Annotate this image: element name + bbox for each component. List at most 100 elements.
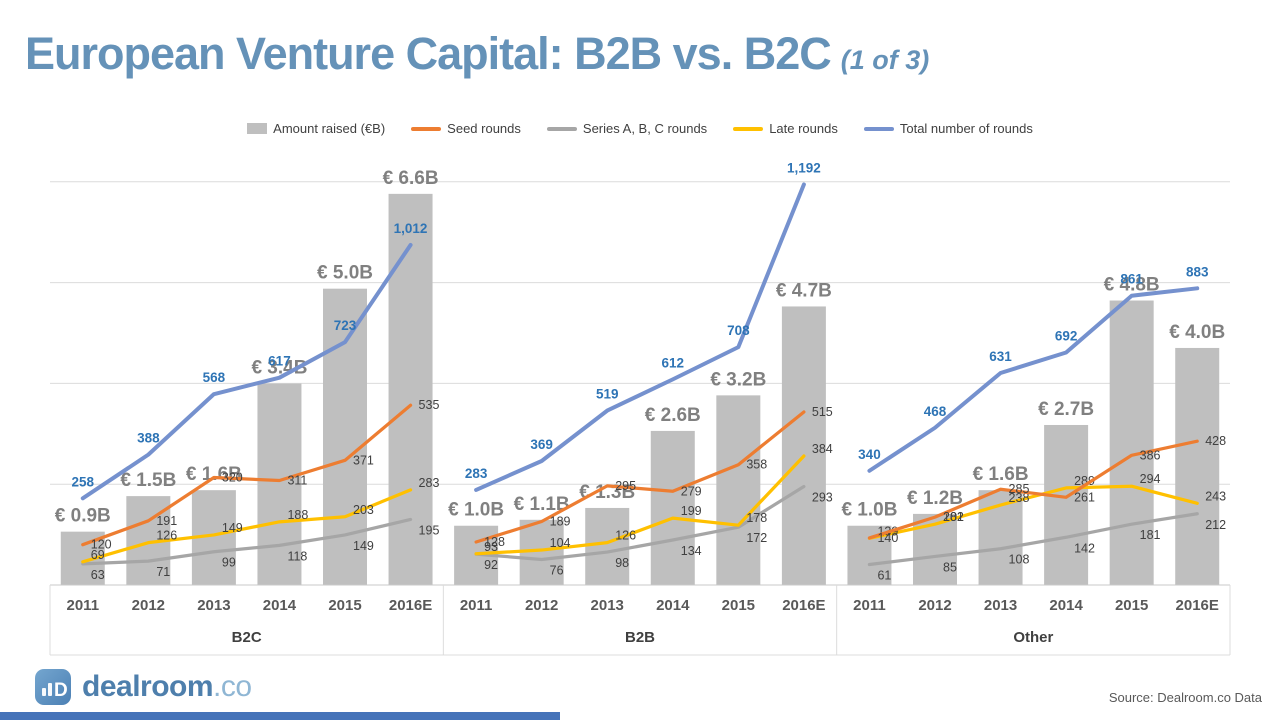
total-rounds-line: [80, 242, 413, 501]
late-rounds-value: 283: [419, 476, 440, 490]
legend-label: Late rounds: [769, 121, 838, 136]
total-rounds-line: [474, 182, 806, 492]
amount-raised-label: € 1.6B: [973, 464, 1029, 485]
group-label: B2B: [625, 629, 655, 646]
chart-legend: Amount raised (€B) Seed rounds Series A,…: [0, 121, 1280, 136]
seed-rounds-value: 386: [1140, 448, 1161, 462]
late-rounds-value: 69: [91, 548, 105, 562]
amount-raised-label: € 4.0B: [1169, 322, 1225, 343]
series-abc-value: 195: [419, 523, 440, 537]
legend-label: Seed rounds: [447, 121, 521, 136]
amount-raised-label: € 6.6B: [383, 168, 439, 189]
year-label: 2013: [197, 597, 230, 614]
amount-raised-label: € 1.0B: [448, 500, 504, 521]
late-rounds-value: 294: [1140, 472, 1161, 486]
series-abc-value: 212: [1205, 518, 1226, 532]
late-rounds-value: 126: [156, 529, 177, 543]
amount-raised-bar: [1109, 300, 1154, 585]
late-rounds-swatch: [733, 126, 764, 131]
total-rounds-value: 519: [596, 387, 619, 402]
svg-text:D: D: [54, 680, 68, 701]
year-label: 2014: [263, 597, 297, 614]
legend-label: Series A, B, C rounds: [582, 121, 708, 136]
seed-rounds-value: 358: [746, 458, 767, 472]
late-rounds-line: [81, 488, 413, 564]
late-rounds-value: 238: [1009, 491, 1030, 505]
amount-raised-label: € 5.0B: [317, 263, 373, 284]
amount-raised-label: € 4.7B: [776, 280, 832, 301]
late-rounds-value: 126: [615, 529, 636, 543]
year-label: 2012: [918, 597, 951, 614]
late-rounds-line: [474, 454, 806, 556]
seed-rounds-value: 371: [353, 453, 374, 467]
series-abc-line: [867, 512, 1199, 567]
amount-raised-label: € 1.1B: [514, 494, 570, 515]
vc-rounds-chart: € 0.9B € 1.5B € 1.6B € 3.4B € 5.0B € 6.6B € 1.…: [49, 160, 1231, 656]
series-abc-value: 92: [484, 558, 498, 572]
series-abc-value: 98: [615, 556, 629, 570]
legend-item-total-rounds: Total number of rounds: [863, 121, 1033, 136]
amount-raised-swatch: [247, 123, 268, 134]
legend-label: Amount raised (€B): [273, 121, 386, 136]
series-abc-value: 118: [287, 549, 307, 563]
amount-raised-label: € 4.8B: [1104, 275, 1160, 296]
amount-raised-label: € 3.4B: [251, 358, 307, 379]
legend-item-series-abc-rounds: Series A, B, C rounds: [546, 121, 708, 136]
year-label: 2011: [853, 597, 886, 614]
series-abc-line: [81, 517, 413, 566]
source-attribution: Source: Dealroom.co Data: [1108, 690, 1262, 705]
seed-rounds-value: 202: [943, 510, 964, 524]
year-label: 2011: [67, 597, 100, 614]
amount-raised-bar: [716, 395, 761, 585]
seed-rounds-value: 128: [484, 535, 505, 549]
series-abc-value: 108: [1009, 553, 1030, 567]
seed-rounds-value: 191: [156, 514, 177, 528]
series-abc-value: 76: [550, 563, 564, 577]
seed-rounds-value: 279: [681, 484, 702, 498]
seed-rounds-line: [867, 439, 1199, 540]
total-rounds-line: [867, 286, 1200, 473]
amount-raised-bar: [781, 306, 826, 585]
late-rounds-value: 104: [550, 536, 571, 550]
year-label: 2014: [1049, 597, 1083, 614]
total-rounds-value: 258: [72, 474, 95, 489]
seed-rounds-swatch: [411, 126, 442, 131]
total-rounds-value: 861: [1120, 272, 1143, 287]
year-label: 2012: [132, 597, 165, 614]
group-label: B2C: [232, 629, 262, 646]
legend-label: Total number of rounds: [899, 121, 1033, 136]
amount-raised-label: € 0.9B: [55, 506, 111, 527]
seed-rounds-value: 515: [812, 405, 833, 419]
amount-raised-bar: [1044, 424, 1089, 585]
late-rounds-value: 181: [943, 510, 964, 524]
seed-rounds-line: [81, 403, 413, 547]
dealroom-logo: D dealroom.co: [34, 668, 252, 706]
year-label: 2016E: [389, 597, 432, 614]
seed-rounds-value: 295: [615, 479, 636, 493]
title-text: European Venture Capital: B2B vs. B2C: [25, 28, 832, 79]
legend-item-amount-raised: Amount raised (€B): [247, 121, 385, 136]
amount-raised-bar: [257, 383, 302, 585]
year-label: 2016E: [1176, 597, 1219, 614]
series-abc-value: 61: [877, 569, 891, 583]
seed-rounds-value: 535: [419, 398, 440, 412]
total-rounds-value: 883: [1186, 264, 1209, 279]
amount-raised-label: € 1.2B: [907, 488, 963, 509]
total-rounds-value: 468: [924, 404, 947, 419]
total-rounds-value: 723: [334, 318, 357, 333]
amount-raised-label: € 2.6B: [645, 405, 701, 426]
logo-wordmark-suffix: .co: [213, 670, 252, 703]
amount-raised-label: € 1.5B: [120, 470, 176, 491]
series-abc-line: [474, 484, 806, 562]
total-rounds-swatch: [863, 126, 894, 131]
seed-rounds-value: 285: [1009, 482, 1030, 496]
series-abc-value: 134: [681, 544, 702, 558]
series-abc-value: 149: [353, 539, 374, 553]
title-suffix: (1 of 3): [840, 45, 930, 75]
page-title: European Venture Capital: B2B vs. B2C (1 …: [25, 28, 929, 80]
year-label: 2015: [722, 597, 755, 614]
late-rounds-value: 149: [222, 521, 243, 535]
seed-rounds-value: 140: [877, 531, 898, 545]
year-label: 2014: [656, 597, 690, 614]
